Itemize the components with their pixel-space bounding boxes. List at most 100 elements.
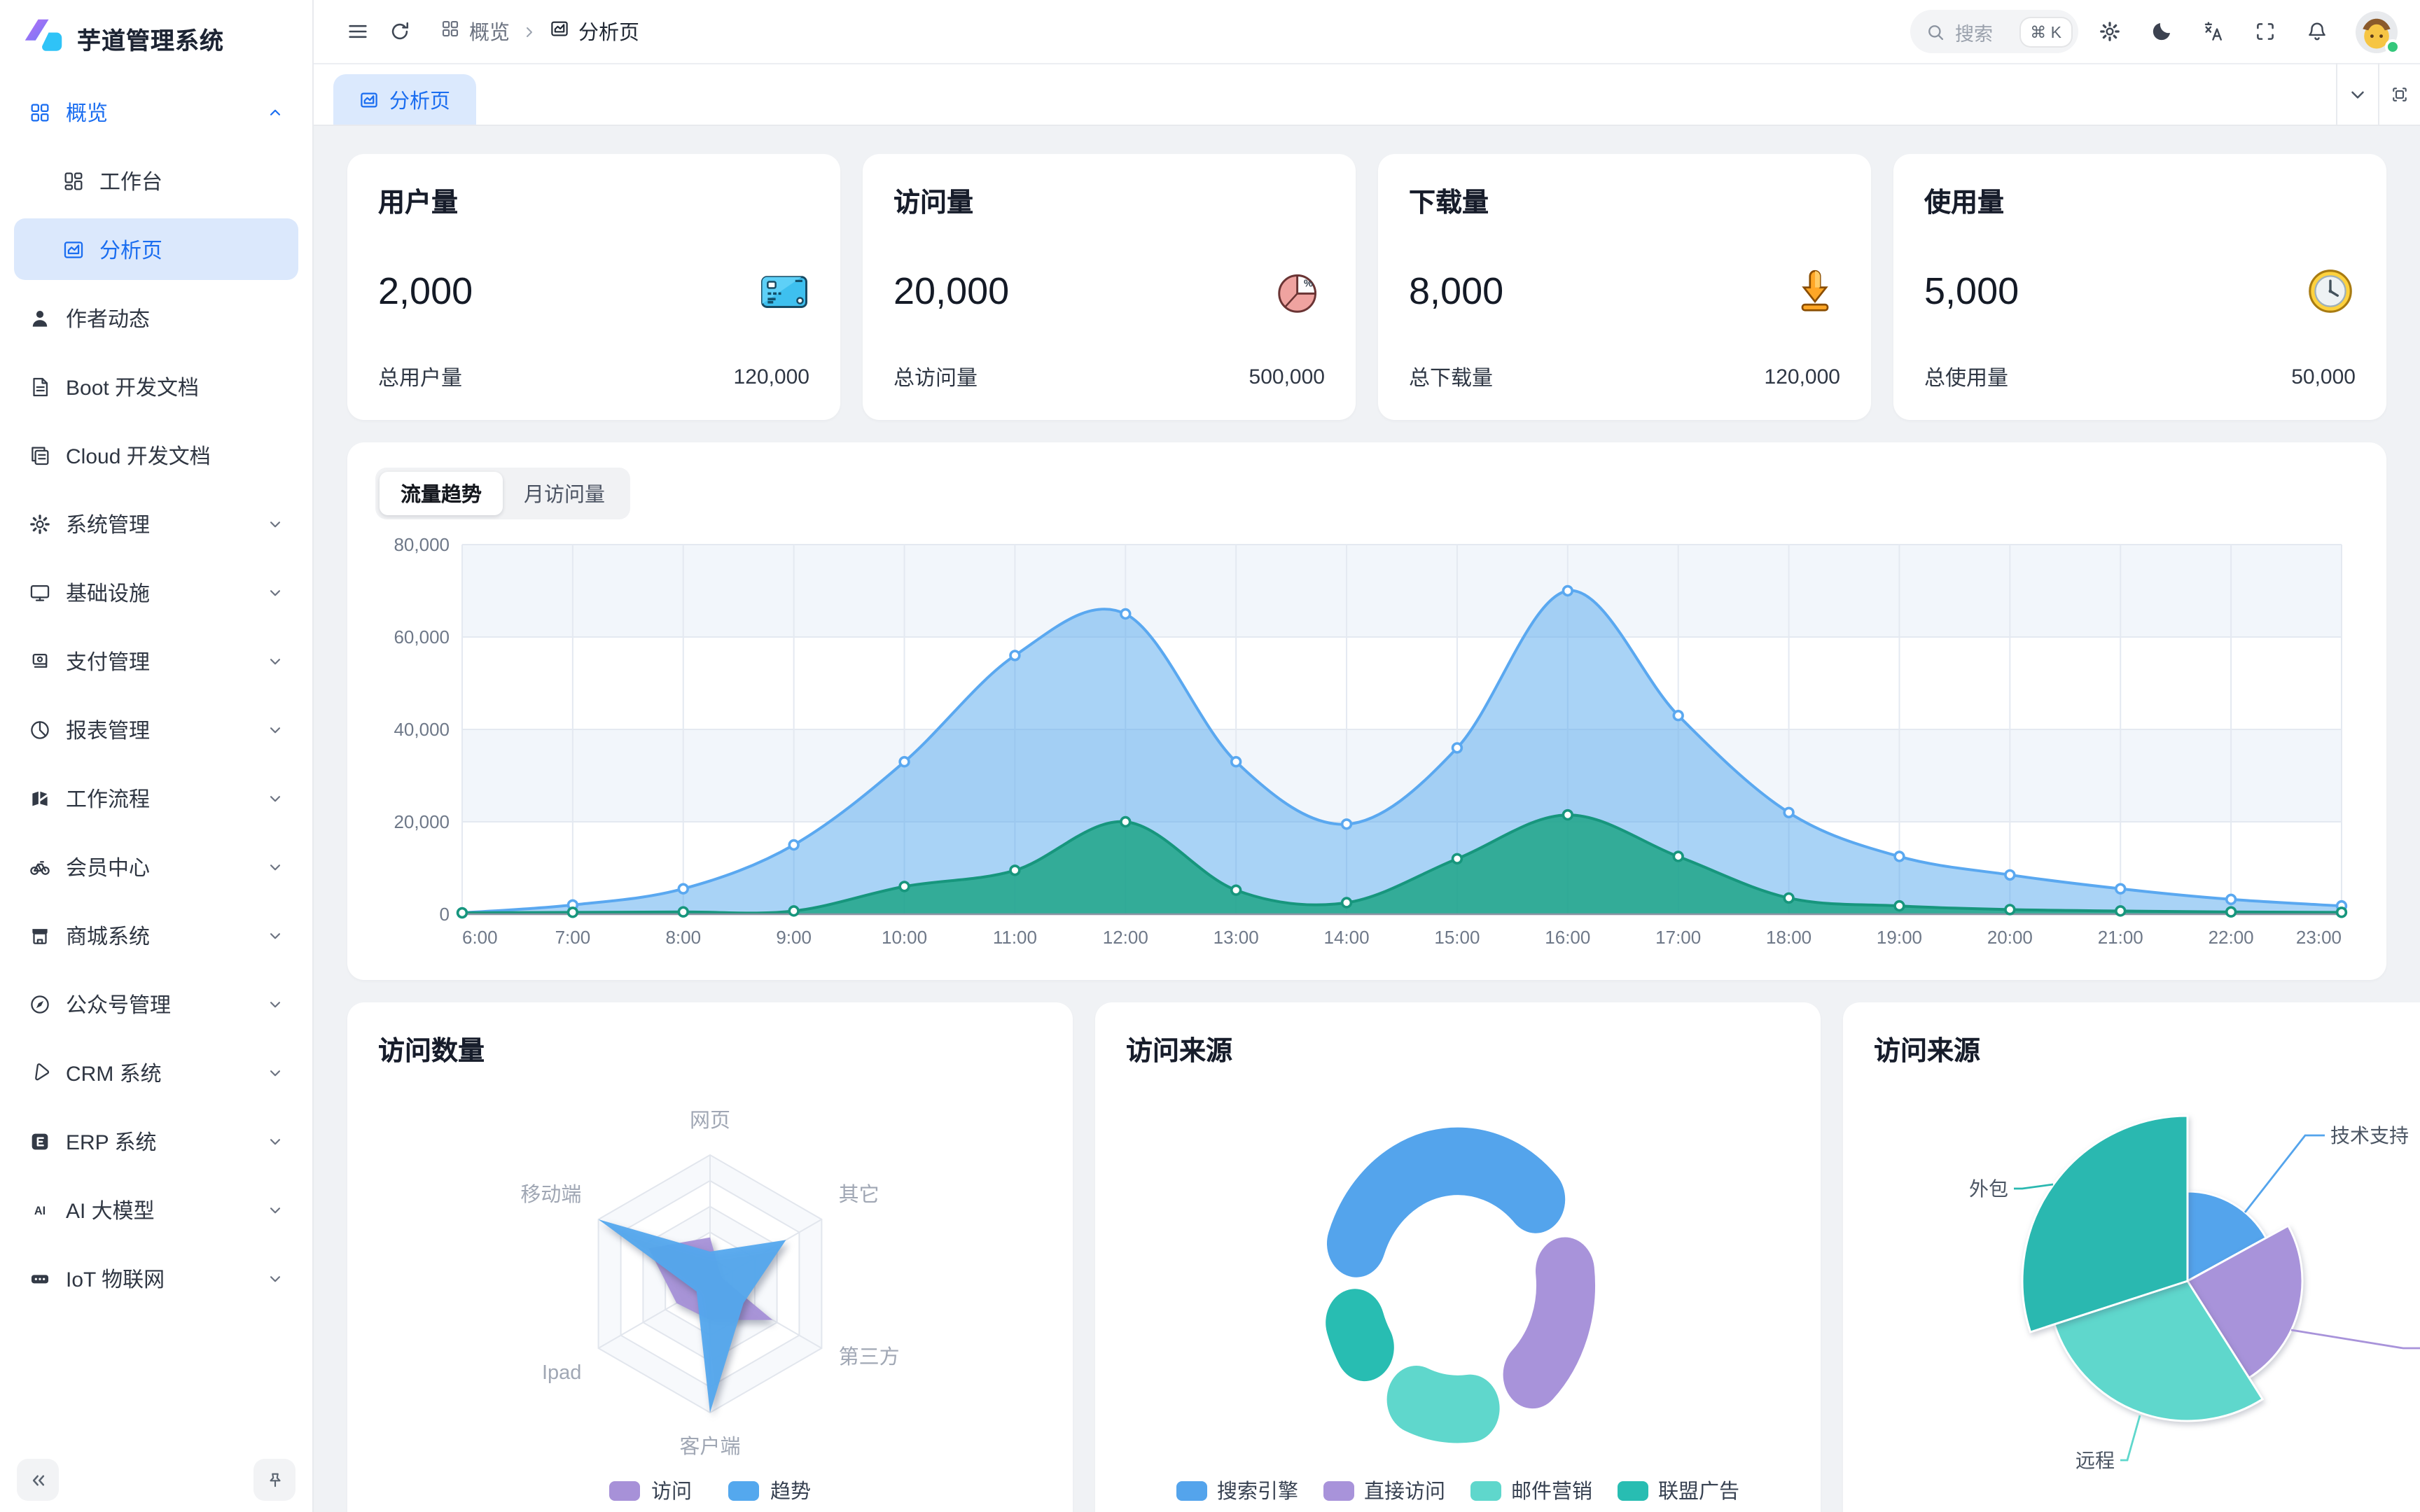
legend-item-访问[interactable]: 访问: [609, 1476, 692, 1505]
stats-row: 用户量 2,000 总用户量 120,000 访问量 20,000% 总访问量 500,000…: [347, 154, 2386, 420]
bell-icon[interactable]: [2295, 10, 2337, 52]
sidebar-item-erp-系统[interactable]: ERP 系统: [14, 1110, 298, 1172]
sidebar-item-label: 公众号管理: [66, 993, 172, 1017]
svg-text:60,000: 60,000: [394, 626, 450, 648]
sidebar-item-公众号管理[interactable]: 公众号管理: [14, 973, 298, 1035]
donut-chart[interactable]: [1126, 1068, 1790, 1495]
chevron-down-icon: [266, 652, 284, 670]
member-icon: [28, 855, 52, 878]
rose-pie-chart[interactable]: 技术支持定制远程外包: [1874, 1068, 2420, 1512]
settings-icon[interactable]: [2088, 10, 2130, 52]
legend-item-邮件营销[interactable]: 邮件营销: [1470, 1476, 1592, 1505]
sidebar-item-支付管理[interactable]: 支付管理: [14, 630, 298, 692]
sidebar-item-分析页[interactable]: 分析页: [14, 218, 298, 280]
radar-chart[interactable]: 网页 其它 第三方 客户端 Ipad 移动端: [378, 1068, 1042, 1504]
svg-text:移动端: 移动端: [520, 1183, 581, 1206]
sidebar-item-label: Boot 开发文档: [66, 376, 200, 400]
sidebar-menu: 概览工作台分析页作者动态 Boot 开发文档 Cloud 开发文档 系统管理基础设施支…: [0, 70, 312, 1448]
sidebar-item-cloud-开发文档[interactable]: Cloud 开发文档: [14, 424, 298, 486]
tab-label: 分析页: [389, 90, 450, 113]
avatar[interactable]: [2356, 10, 2400, 54]
sidebar-item-label: ERP 系统: [66, 1130, 157, 1154]
legend-item-直接访问[interactable]: 直接访问: [1323, 1476, 1445, 1505]
sidebar-item-概览[interactable]: 概览: [14, 81, 298, 143]
collapse-sidebar-button[interactable]: [17, 1459, 59, 1501]
svg-text:技术支持: 技术支持: [2330, 1125, 2409, 1147]
legend-swatch: [609, 1480, 640, 1500]
fullscreen-icon[interactable]: [2244, 10, 2286, 52]
trend-segmented-control: 流量趋势 月访问量: [375, 468, 630, 519]
sidebar-item-label: IoT 物联网: [66, 1268, 165, 1292]
sidebar-item-报表管理[interactable]: 报表管理: [14, 699, 298, 760]
stat-card-title: 使用量: [1924, 189, 2005, 218]
sidebar-item-ai-大模型[interactable]: AI AI 大模型: [14, 1179, 298, 1240]
breadcrumb-item[interactable]: 分析页: [549, 17, 639, 46]
sidebar-item-工作台[interactable]: 工作台: [14, 150, 298, 211]
chart-line-icon: [361, 92, 377, 107]
legend-item-搜索引擎[interactable]: 搜索引擎: [1176, 1476, 1298, 1505]
svg-text:40,000: 40,000: [394, 719, 450, 740]
sidebar-item-商城系统[interactable]: 商城系统: [14, 904, 298, 966]
trend-tab-月访问量[interactable]: 月访问量: [524, 484, 605, 507]
radar-legend: 访问 趋势: [347, 1476, 1073, 1505]
hamburger-menu-icon[interactable]: [336, 10, 378, 52]
translate-icon[interactable]: [2192, 10, 2234, 52]
donut-legend: 搜索引擎 直接访问 邮件营销 联盟广告: [1095, 1476, 1821, 1505]
svg-text:9:00: 9:00: [776, 927, 812, 948]
grid-icon: [440, 18, 461, 45]
svg-text:15:00: 15:00: [1434, 927, 1480, 948]
sidebar-item-boot-开发文档[interactable]: Boot 开发文档: [14, 356, 298, 417]
pin-sidebar-button[interactable]: [253, 1459, 295, 1501]
visit-source-rose-card: 访问来源 技术支持定制远程外包: [1843, 1002, 2420, 1512]
chart-line-icon: [549, 18, 570, 45]
svg-text:7:00: 7:00: [555, 927, 591, 948]
svg-text:20,000: 20,000: [394, 811, 450, 832]
sidebar-item-crm-系统[interactable]: CRM 系统: [14, 1042, 298, 1103]
dark-mode-moon-icon[interactable]: [2140, 10, 2182, 52]
logo[interactable]: 芋道管理系统: [0, 0, 312, 70]
grid-icon: [28, 100, 52, 124]
sidebar-item-label: 工作流程: [66, 788, 151, 811]
tab-dropdown-chevron-icon[interactable]: [2336, 63, 2378, 125]
sidebar-item-作者动态[interactable]: 作者动态: [14, 287, 298, 349]
tab-strip: 分析页: [314, 63, 2420, 126]
iot-icon: [28, 1266, 52, 1290]
search-input[interactable]: 搜索 ⌘ K: [1910, 10, 2078, 53]
refresh-icon[interactable]: [378, 10, 420, 52]
sidebar-item-工作流程[interactable]: 工作流程: [14, 767, 298, 829]
sidebar-item-label: 工作台: [99, 170, 163, 194]
sidebar-item-系统管理[interactable]: 系统管理: [14, 493, 298, 554]
tab-analysis-page[interactable]: 分析页: [333, 74, 475, 125]
trend-tab-流量趋势[interactable]: 流量趋势: [380, 472, 503, 515]
content-area: 用户量 2,000 总用户量 120,000 访问量 20,000% 总访问量 500,000…: [314, 126, 2420, 1512]
sidebar-item-基础设施[interactable]: 基础设施: [14, 561, 298, 623]
compass-icon: [28, 992, 52, 1016]
chevron-down-icon: [266, 1200, 284, 1219]
sidebar-item-iot-物联网[interactable]: IoT 物联网: [14, 1247, 298, 1309]
svg-text:AI: AI: [34, 1204, 46, 1217]
traffic-trend-chart[interactable]: 0 20,000 40,000 60,000 80,000 6:00 7:00 8:00 9:0…: [375, 534, 2358, 963]
breadcrumb-item[interactable]: 概览: [440, 17, 510, 46]
topbar-actions: 搜索 ⌘ K: [1910, 10, 2400, 54]
sidebar-item-label: CRM 系统: [66, 1062, 162, 1086]
sidebar-item-会员中心[interactable]: 会员中心: [14, 836, 298, 897]
chevron-down-icon: [266, 1132, 284, 1150]
search-icon: [1928, 24, 1944, 40]
stat-card-title: 访问量: [893, 189, 974, 218]
legend-item-联盟广告[interactable]: 联盟广告: [1618, 1476, 1739, 1505]
svg-text:21:00: 21:00: [2098, 927, 2143, 948]
svg-text:23:00: 23:00: [2296, 927, 2342, 948]
stat-card-footer-value: 120,000: [1764, 365, 1840, 389]
doc-icon: [28, 374, 52, 398]
tabstrip-controls: [2336, 63, 2420, 125]
legend-item-趋势[interactable]: 趋势: [728, 1476, 811, 1505]
ai-icon: AI: [28, 1198, 52, 1222]
legend-swatch: [1470, 1480, 1501, 1500]
stat-card-value: 8,000: [1409, 270, 1504, 312]
svg-text:14:00: 14:00: [1324, 927, 1370, 948]
chevron-down-icon: [266, 720, 284, 738]
pie-icon: [28, 718, 52, 741]
maximize-content-icon[interactable]: [2378, 63, 2420, 125]
stat-card-footer-label: 总下载量: [1409, 367, 1494, 391]
